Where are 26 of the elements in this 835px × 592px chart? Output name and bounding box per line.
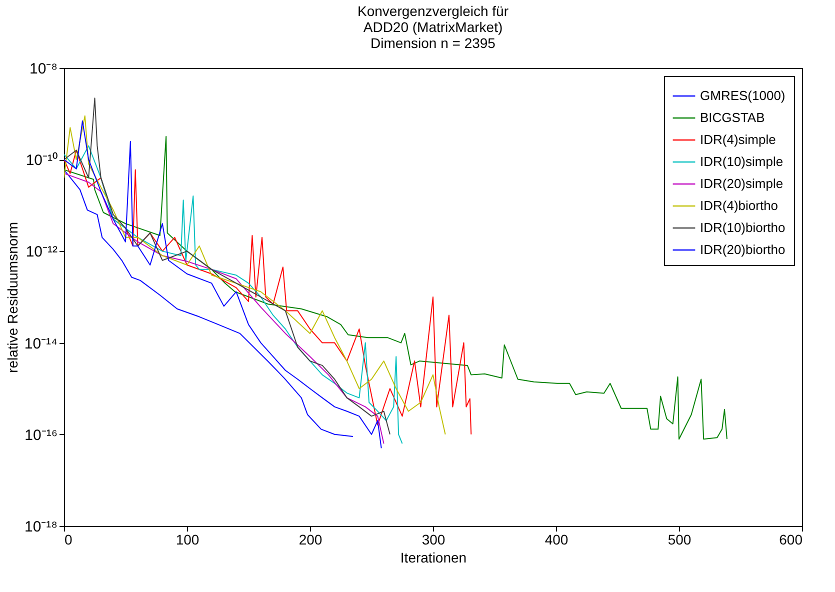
legend-label: IDR(4)biortho [700,198,778,213]
x-tick-label: 100 [176,532,200,548]
legend-label: IDR(10)simple [700,154,784,169]
legend-label: IDR(20)simple [700,176,784,191]
x-tick-label: 400 [544,532,568,548]
x-tick-label: 500 [668,532,692,548]
y-tick-label: 10⁻¹⁴ [24,335,58,352]
chart-title: Konvergenzvergleich für ADD20 (MatrixMarket) Dimension n = 2395 [358,3,509,51]
x-tick-label: 0 [64,532,72,548]
y-axis-title: relative Residuumsnorm [4,222,20,373]
legend-label: GMRES(1000) [700,88,786,103]
legend-label: IDR(10)biortho [700,220,786,235]
legend-label: IDR(4)simple [700,132,776,147]
y-tick-label: 10⁻⁸ [29,60,58,78]
y-tick-label: 10⁻¹⁰ [26,152,58,170]
y-tick-label: 10⁻¹⁸ [24,518,58,536]
x-tick-label: 200 [298,532,322,548]
legend-label: BICGSTAB [700,110,765,125]
y-tick-label: 10⁻¹⁶ [24,426,58,444]
x-tick-label: 300 [422,532,446,548]
x-axis-title: Iterationen [400,550,467,566]
line-series [64,115,446,435]
y-tick-label: 10⁻¹² [26,244,58,261]
legend-label: IDR(20)biortho [700,242,786,257]
x-tick-label: 600 [779,532,803,548]
line-series [64,150,472,435]
